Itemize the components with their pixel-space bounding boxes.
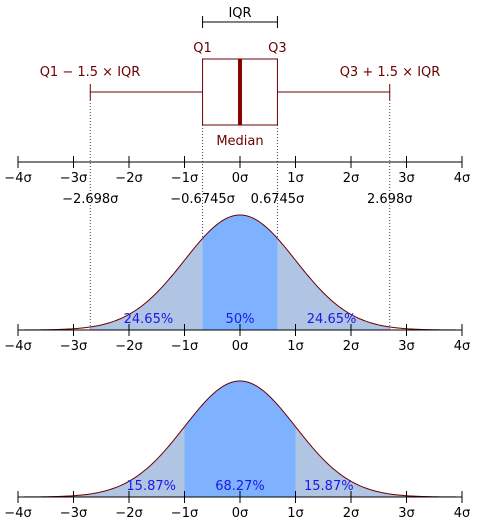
- quartile-normal-curve: 24.65% 50% 24.65%: [18, 214, 462, 331]
- quartile-value-labels: −2.698σ −0.6745σ 0.6745σ 2.698σ: [62, 192, 412, 207]
- axis-tick-label: 4σ: [454, 339, 471, 354]
- axis-tick-label: 1σ: [287, 339, 304, 354]
- lower-whisker-label: Q1 − 1.5 × IQR: [40, 65, 141, 80]
- axis-tick-label: 4σ: [454, 171, 471, 186]
- percentage-label: 15.87%: [126, 479, 176, 494]
- box-plot: IQR Q1 Q3 Q1 − 1.5 × IQR Q3 + 1.5 × IQR …: [40, 6, 441, 149]
- q1-label: Q1: [193, 41, 212, 56]
- percentage-label: 15.87%: [304, 479, 354, 494]
- axis-tick-label: 2σ: [343, 171, 360, 186]
- axis-tick-label: 3σ: [398, 171, 415, 186]
- axis-tick-label: −4σ: [4, 506, 31, 521]
- axis-tick-label: −3σ: [60, 506, 87, 521]
- axis-tick-label: 3σ: [398, 339, 415, 354]
- percentage-label: 24.65%: [307, 312, 357, 327]
- quartile-value-label: 0.6745σ: [251, 192, 305, 207]
- axis-tick-label: 0σ: [232, 171, 249, 186]
- axis-tick-label: −2σ: [115, 171, 142, 186]
- percentage-label: 24.65%: [124, 312, 174, 327]
- axis-tick-label: −4σ: [4, 339, 31, 354]
- axis-tick-label: 0σ: [232, 506, 249, 521]
- iqr-label: IQR: [228, 6, 251, 21]
- axis-tick-label: 4σ: [454, 506, 471, 521]
- axis-tick-label: −2σ: [115, 506, 142, 521]
- axis-tick-label: 0σ: [232, 339, 249, 354]
- upper-whisker-label: Q3 + 1.5 × IQR: [340, 65, 441, 80]
- percentage-label: 50%: [226, 312, 255, 327]
- axis-tick-label: −1σ: [171, 506, 198, 521]
- sigma-axis-top: −4σ −3σ −2σ −1σ 0σ 1σ 2σ 3σ 4σ: [4, 156, 470, 186]
- sigma-normal-curve: 15.87% 68.27% 15.87%: [18, 380, 462, 498]
- normal-curve-line: [18, 214, 462, 331]
- inner-shaded-area: [184, 381, 296, 497]
- axis-tick-label: −1σ: [171, 339, 198, 354]
- inner-shaded-area: [202, 215, 278, 330]
- quartile-value-label: −0.6745σ: [170, 192, 235, 207]
- axis-tick-label: 3σ: [398, 506, 415, 521]
- quartile-value-label: 2.698σ: [367, 192, 412, 207]
- axis-tick-label: −3σ: [60, 171, 87, 186]
- q3-label: Q3: [268, 41, 287, 56]
- normal-curve-line: [18, 380, 462, 498]
- percentage-label: 68.27%: [215, 479, 265, 494]
- axis-tick-label: −1σ: [171, 171, 198, 186]
- sigma-axis-middle: −4σ −3σ −2σ −1σ 0σ 1σ 2σ 3σ 4σ: [4, 324, 470, 354]
- axis-tick-label: −3σ: [60, 339, 87, 354]
- sigma-axis-bottom: −4σ −3σ −2σ −1σ 0σ 1σ 2σ 3σ 4σ: [4, 491, 470, 521]
- axis-tick-label: −2σ: [115, 339, 142, 354]
- axis-tick-label: −4σ: [4, 171, 31, 186]
- median-label: Median: [216, 134, 263, 149]
- quartile-value-label: −2.698σ: [62, 192, 118, 207]
- dotted-connector-lines: [89, 100, 391, 330]
- axis-tick-label: 1σ: [287, 171, 304, 186]
- axis-tick-label: 2σ: [343, 506, 360, 521]
- axis-tick-label: 2σ: [343, 339, 360, 354]
- axis-tick-label: 1σ: [287, 506, 304, 521]
